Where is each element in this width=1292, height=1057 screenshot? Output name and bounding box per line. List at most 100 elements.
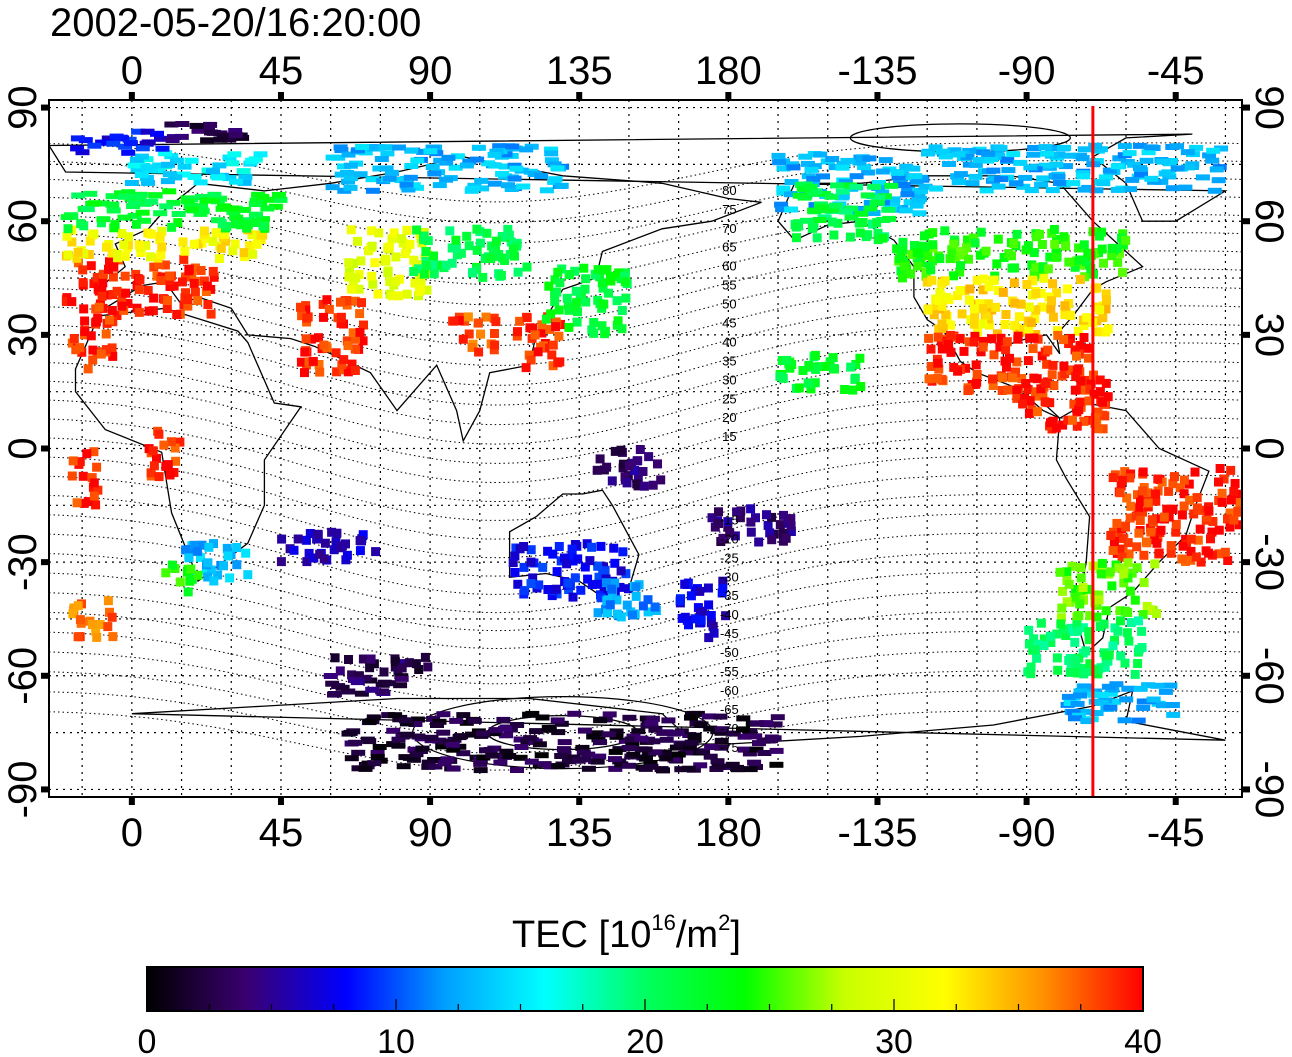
tec-cell <box>427 170 442 177</box>
tec-cell <box>1070 262 1080 272</box>
geomag-contour <box>49 650 1242 720</box>
tec-cell <box>68 456 78 466</box>
tec-cell <box>634 735 649 742</box>
tec-cell <box>306 334 316 344</box>
map-area: 8075706560555045403530252015-15-20-25-30… <box>41 92 1250 805</box>
tec-cell <box>1117 552 1127 562</box>
tec-cell <box>771 152 786 159</box>
tec-cell <box>157 242 167 252</box>
tec-cell <box>947 147 962 154</box>
geomag-label: 55 <box>722 278 736 293</box>
tec-cell <box>926 265 936 275</box>
tec-cell <box>162 171 177 178</box>
tec-cell <box>323 673 338 679</box>
tec-cell <box>127 200 142 207</box>
tec-cell <box>681 765 696 772</box>
tec-cell <box>1029 269 1039 279</box>
tec-cell <box>1136 704 1151 711</box>
tec-cell <box>112 286 122 296</box>
tec-cell <box>988 374 997 384</box>
tec-cell <box>1229 515 1239 525</box>
tec-cell <box>1074 243 1084 253</box>
tec-cell <box>604 288 613 298</box>
tec-cell <box>539 187 554 194</box>
tec-cell <box>1099 258 1108 268</box>
tec-cell <box>1021 379 1031 388</box>
tec-cell <box>212 162 227 169</box>
tec-cell <box>432 718 447 725</box>
tec-cell <box>222 154 237 161</box>
tec-cell <box>302 313 312 323</box>
tec-cell <box>383 268 393 277</box>
tec-cell <box>1156 702 1170 709</box>
tec-cell <box>906 165 921 172</box>
tec-cell <box>189 540 199 550</box>
tec-cell <box>1114 563 1124 573</box>
tec-cell <box>1026 318 1036 328</box>
left-tick-bar <box>41 104 49 111</box>
tec-cell <box>397 234 407 244</box>
tec-cell <box>464 187 479 194</box>
tec-cell <box>1186 534 1196 544</box>
tec-cell <box>192 546 202 556</box>
tec-cell <box>1083 353 1093 363</box>
tec-cell <box>73 601 83 611</box>
tec-cell <box>746 517 756 527</box>
tec-cell <box>1078 623 1088 633</box>
tec-cell <box>196 266 206 275</box>
lat-label-right: 0 <box>1247 437 1291 459</box>
tec-cell <box>903 199 918 206</box>
tec-cell <box>97 291 107 301</box>
tec-cell <box>1133 165 1147 172</box>
tec-cell <box>94 302 104 312</box>
tec-cell <box>189 239 199 249</box>
tec-cell <box>117 214 132 221</box>
tec-cell <box>1058 586 1068 596</box>
tec-cell <box>206 309 216 319</box>
tec-cell <box>222 136 237 143</box>
tec-cell <box>1118 240 1128 250</box>
tec-cell <box>95 200 110 207</box>
tec-cell <box>1010 368 1020 378</box>
colorbar-ticks <box>146 999 1144 1011</box>
tec-cell <box>1190 467 1200 477</box>
tec-cell <box>193 570 203 580</box>
tec-cell <box>1060 369 1070 379</box>
tec-cell <box>362 738 377 745</box>
tec-cell <box>957 309 967 319</box>
tec-cell <box>479 747 493 754</box>
tec-cell <box>1138 486 1148 496</box>
tec-cell <box>1076 563 1086 573</box>
tec-cell <box>121 189 136 196</box>
tec-cell <box>103 622 113 632</box>
tec-cell <box>752 740 766 747</box>
tec-cell <box>845 232 855 242</box>
tec-cell <box>987 334 997 344</box>
tec-cell <box>550 717 565 724</box>
lat-label-right: -90 <box>1247 761 1291 819</box>
tec-cell <box>355 546 365 556</box>
tec-cell <box>654 766 669 773</box>
tec-cell <box>648 749 663 756</box>
tec-cell <box>201 287 211 296</box>
tec-cell <box>341 178 355 185</box>
tec-cell <box>513 754 528 761</box>
tec-cell <box>1195 524 1205 534</box>
tec-cell <box>1117 533 1127 543</box>
tec-cell <box>63 224 73 234</box>
tec-cell <box>806 175 821 182</box>
tec-cell <box>535 714 550 721</box>
tec-cell <box>71 192 86 199</box>
tec-cell <box>723 517 733 527</box>
tec-cell <box>1057 144 1072 151</box>
tec-cell <box>928 240 938 250</box>
tec-cell <box>940 226 950 236</box>
tec-cell <box>346 284 356 294</box>
tec-cell <box>829 230 839 240</box>
tec-cell <box>358 336 368 346</box>
tec-cell <box>464 241 474 251</box>
tec-cell <box>682 744 697 751</box>
tec-cell <box>243 220 253 230</box>
tec-cell <box>164 121 179 128</box>
tec-cell <box>1047 296 1056 306</box>
